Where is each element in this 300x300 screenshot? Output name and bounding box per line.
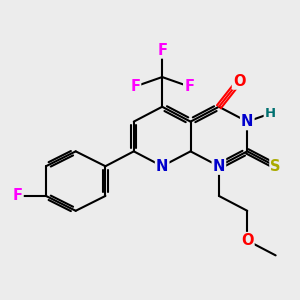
Text: F: F: [130, 79, 140, 94]
Text: O: O: [241, 233, 253, 248]
Text: F: F: [13, 188, 22, 203]
Text: F: F: [157, 43, 167, 58]
Text: O: O: [233, 74, 245, 88]
Text: N: N: [213, 159, 225, 174]
Text: S: S: [270, 159, 281, 174]
Text: H: H: [265, 107, 276, 120]
Text: N: N: [156, 159, 168, 174]
Text: F: F: [184, 79, 194, 94]
Text: N: N: [241, 114, 254, 129]
